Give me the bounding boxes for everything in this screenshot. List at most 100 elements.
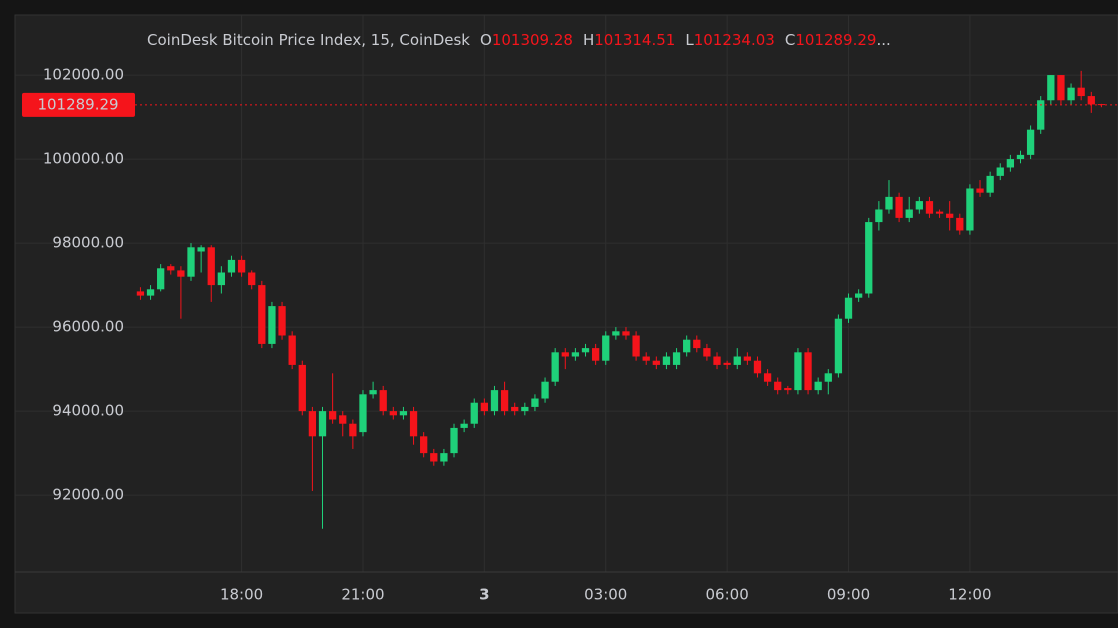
candle-body <box>1016 154 1025 160</box>
candle-body <box>784 388 792 391</box>
candle-body <box>814 381 822 391</box>
candle-body <box>460 423 468 428</box>
candle-body <box>207 247 215 286</box>
y-tick-label: 100000.00 <box>43 150 124 168</box>
ellipsis: ... <box>876 31 890 49</box>
y-tick-label: 98000.00 <box>52 234 124 252</box>
candle-body <box>490 390 499 412</box>
candle-body <box>895 196 903 218</box>
candle-body <box>298 364 306 412</box>
candle-body <box>157 268 165 290</box>
x-tick-label: 09:00 <box>827 586 870 604</box>
candle-body <box>541 381 549 399</box>
candle-body <box>511 406 519 412</box>
candle-body <box>146 289 155 296</box>
ohlc-value: 101234.03 <box>694 31 775 49</box>
candle-body <box>854 293 863 298</box>
candle-body <box>197 247 205 252</box>
candle-body <box>480 402 489 412</box>
candle-body <box>885 196 893 210</box>
x-tick-label: 06:00 <box>706 586 749 604</box>
candle-body <box>1047 75 1055 101</box>
candle-body <box>318 411 327 437</box>
candle-body <box>561 352 569 357</box>
candle-body <box>844 297 853 319</box>
candle-body <box>875 209 883 223</box>
candle-body <box>976 188 984 193</box>
candle-body <box>683 339 691 353</box>
ohlc-value: 101314.51 <box>594 31 675 49</box>
candle-body <box>1037 100 1045 130</box>
y-tick-label: 102000.00 <box>43 66 124 84</box>
candle-body <box>500 390 509 412</box>
candle-body <box>753 360 762 374</box>
candle-body <box>399 411 408 416</box>
candle-body <box>804 352 812 391</box>
candle-body <box>379 390 387 412</box>
candle-body <box>956 217 964 231</box>
candle-body <box>369 390 377 395</box>
grid <box>15 15 1118 573</box>
candle-body <box>237 259 246 273</box>
x-tick-label: 18:00 <box>220 586 263 604</box>
ohlc: O101309.28 H101314.51 L101234.03 C101289.29… <box>480 31 891 49</box>
candle-body <box>217 272 225 286</box>
legend: CoinDesk Bitcoin Price Index, 15, CoinDe… <box>147 31 891 49</box>
candle-body <box>986 175 994 193</box>
candle-body <box>227 259 236 273</box>
candle-body <box>1057 75 1065 101</box>
candle-body <box>713 356 721 365</box>
candle-body <box>1077 87 1085 97</box>
candle-body <box>774 381 782 391</box>
candle-body <box>763 373 772 382</box>
x-tick-label: 12:00 <box>948 586 991 604</box>
candle-body <box>581 348 590 353</box>
candle-body <box>865 222 873 294</box>
candle-body <box>591 348 600 361</box>
candle-body <box>915 201 923 210</box>
candle-body <box>693 339 701 349</box>
ohlc-label: C <box>785 31 795 49</box>
candle-body <box>946 213 954 218</box>
ohlc-label: O <box>480 31 492 49</box>
candle-body <box>672 352 681 365</box>
candle-body <box>612 331 620 336</box>
candle-body <box>1006 159 1015 168</box>
candle-body <box>258 285 266 344</box>
candle-body <box>288 335 296 365</box>
candle-body <box>1026 129 1035 155</box>
candle-body <box>996 167 1004 176</box>
chart-background <box>14 14 1118 614</box>
candle-body <box>409 411 418 437</box>
candle-body <box>824 373 832 382</box>
candle-body <box>440 453 448 462</box>
candle-body <box>652 360 660 365</box>
candle-body <box>743 356 752 361</box>
candle-body <box>278 306 286 336</box>
candle-body <box>966 188 974 231</box>
candle-body <box>622 331 630 336</box>
candle-body <box>531 398 539 407</box>
y-tick-label: 94000.00 <box>52 402 124 420</box>
candle-body <box>268 306 276 344</box>
candle-body <box>136 291 145 296</box>
ohlc-label: H <box>583 31 594 49</box>
candle-body <box>834 318 843 374</box>
candle-body <box>733 356 741 365</box>
ohlc-label: L <box>685 31 694 49</box>
candle-body <box>339 415 347 424</box>
candle-body <box>935 211 944 214</box>
candle-body <box>571 352 580 357</box>
last-price-box <box>22 92 135 117</box>
candle-body <box>551 352 559 382</box>
candle-body <box>389 411 397 416</box>
candle-body <box>602 335 610 361</box>
candle-body <box>349 423 357 437</box>
ohlc-value: 101309.28 <box>492 31 573 49</box>
x-tick-label: 21:00 <box>341 586 384 604</box>
candle-body <box>521 406 529 412</box>
candle-body <box>248 272 256 286</box>
candle-body <box>794 352 802 391</box>
